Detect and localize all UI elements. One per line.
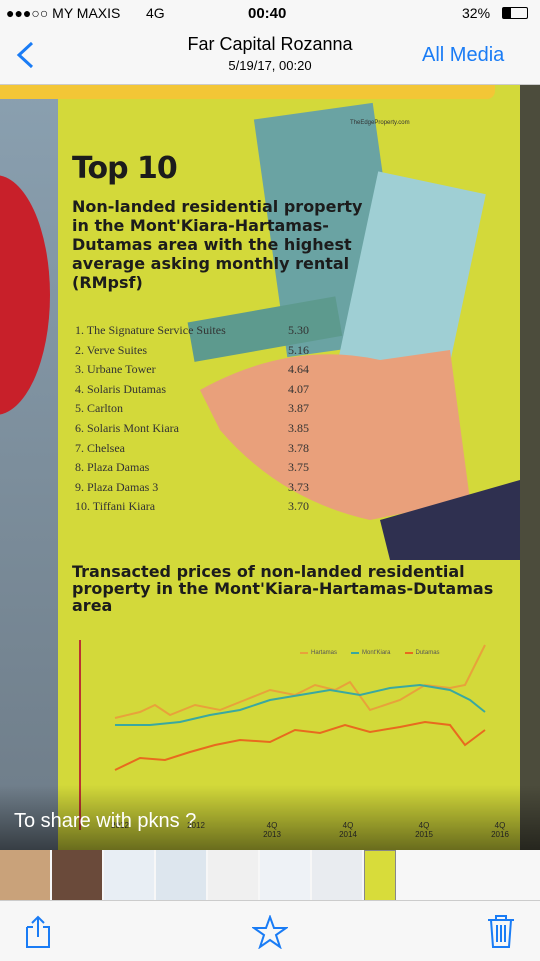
list-value: 3.87 (288, 401, 309, 416)
photo-left-page (0, 85, 58, 850)
list-value: 3.78 (288, 440, 309, 455)
chart-title: Transacted prices of non-landed resident… (72, 562, 494, 615)
list-name: 8. Plaza Damas (75, 460, 150, 475)
list-row: 1. The Signature Service Suites 5.30 (75, 323, 335, 343)
share-button[interactable] (24, 915, 52, 949)
all-media[interactable]: All Media (422, 44, 505, 66)
legend: Hartamas Mont'Kiara Dutamas (300, 650, 440, 656)
carrier: ●●●○○ MY MAXIS (6, 5, 121, 21)
list-name: 6. Solaris Mont Kiara (75, 420, 179, 435)
battery-icon (502, 7, 528, 19)
caption: To share with pkns ? (14, 810, 197, 832)
thumbnail (364, 850, 396, 902)
legend-label: Dutamas (415, 650, 440, 656)
list-value: 4.64 (288, 362, 309, 377)
list-value: 3.70 (288, 499, 309, 514)
list-row: 4. Solaris Dutamas 4.07 (75, 382, 335, 402)
favorite-button[interactable] (252, 915, 288, 949)
list-name: 5. Carlton (75, 401, 123, 416)
legend-item: Dutamas (404, 650, 440, 656)
nav-title: Far Capital Rozanna (187, 34, 353, 54)
heading: Top 10 (72, 151, 178, 186)
list-name: 7. Chelsea (75, 440, 125, 455)
ranking-list: 1. The Signature Service Suites 5.30 2. Ve… (75, 323, 335, 519)
list-row: 10. Tiffani Kiara 3.70 (75, 499, 335, 519)
list-value: 3.75 (288, 460, 309, 475)
legend-swatch (404, 652, 413, 654)
nav-subtitle: 5/19/17, 00:20 (228, 58, 312, 73)
back-button[interactable] (14, 40, 36, 70)
battery: 32% (462, 5, 491, 21)
legend-item: Hartamas (300, 650, 337, 656)
list-name: 9. Plaza Damas 3 (75, 479, 159, 494)
legend-swatch (300, 652, 308, 654)
thumbnail (0, 850, 50, 900)
list-row: 6. Solaris Mont Kiara 3.85 (75, 421, 335, 441)
list-value: 5.30 (288, 323, 309, 337)
legend-label: Hartamas (311, 650, 338, 656)
list-row: 7. Chelsea 3.78 (75, 441, 335, 461)
list-value: 5.16 (288, 342, 309, 357)
time: 00:40 (248, 5, 287, 22)
list-value: 3.73 (288, 479, 309, 494)
list-name: 1. The Signature Service Suites (75, 323, 226, 337)
list-row: 3. Urbane Tower 4.64 (75, 362, 335, 382)
photo: TheEdgeProperty.com Top 10 Non-landed re… (0, 85, 540, 850)
thumbnail (208, 850, 258, 900)
caption-shade (0, 785, 540, 850)
list-value: 4.07 (288, 381, 309, 396)
legend-swatch (351, 652, 360, 654)
thumbnail (52, 850, 102, 900)
thumbnail (156, 850, 206, 900)
thumbnail (104, 850, 154, 900)
list-row: 5. Carlton 3.87 (75, 401, 335, 421)
line-chart (79, 640, 486, 830)
list-name: 10. Tiffani Kiara (75, 499, 156, 514)
thumbnail-strip (0, 850, 540, 902)
header: ●●●○○ MY MAXIS 4G 00:40 32% Far Capital … (0, 0, 540, 85)
list-name: 4. Solaris Dutamas (75, 381, 166, 396)
source: TheEdgeProperty.com (350, 120, 410, 126)
toolbar (0, 900, 540, 961)
list-value: 3.85 (288, 420, 309, 435)
legend-item: Mont'Kiara (351, 650, 391, 656)
illustration (187, 102, 520, 560)
thumbnail (312, 850, 362, 900)
banner (0, 85, 495, 99)
delete-button[interactable] (486, 913, 516, 949)
list-row: 8. Plaza Damas 3.75 (75, 460, 335, 480)
list-name: 3. Urbane Tower (75, 362, 156, 377)
legend-label: Mont'Kiara (362, 650, 391, 656)
subheading: Non-landed residential property in the M… (72, 197, 363, 292)
list-row: 2. Verve Suites 5.16 (75, 343, 335, 363)
list-name: 2. Verve Suites (75, 342, 148, 357)
network: 4G (146, 5, 165, 21)
list-row: 9. Plaza Damas 3 3.73 (75, 480, 335, 500)
thumbnail (260, 850, 310, 900)
